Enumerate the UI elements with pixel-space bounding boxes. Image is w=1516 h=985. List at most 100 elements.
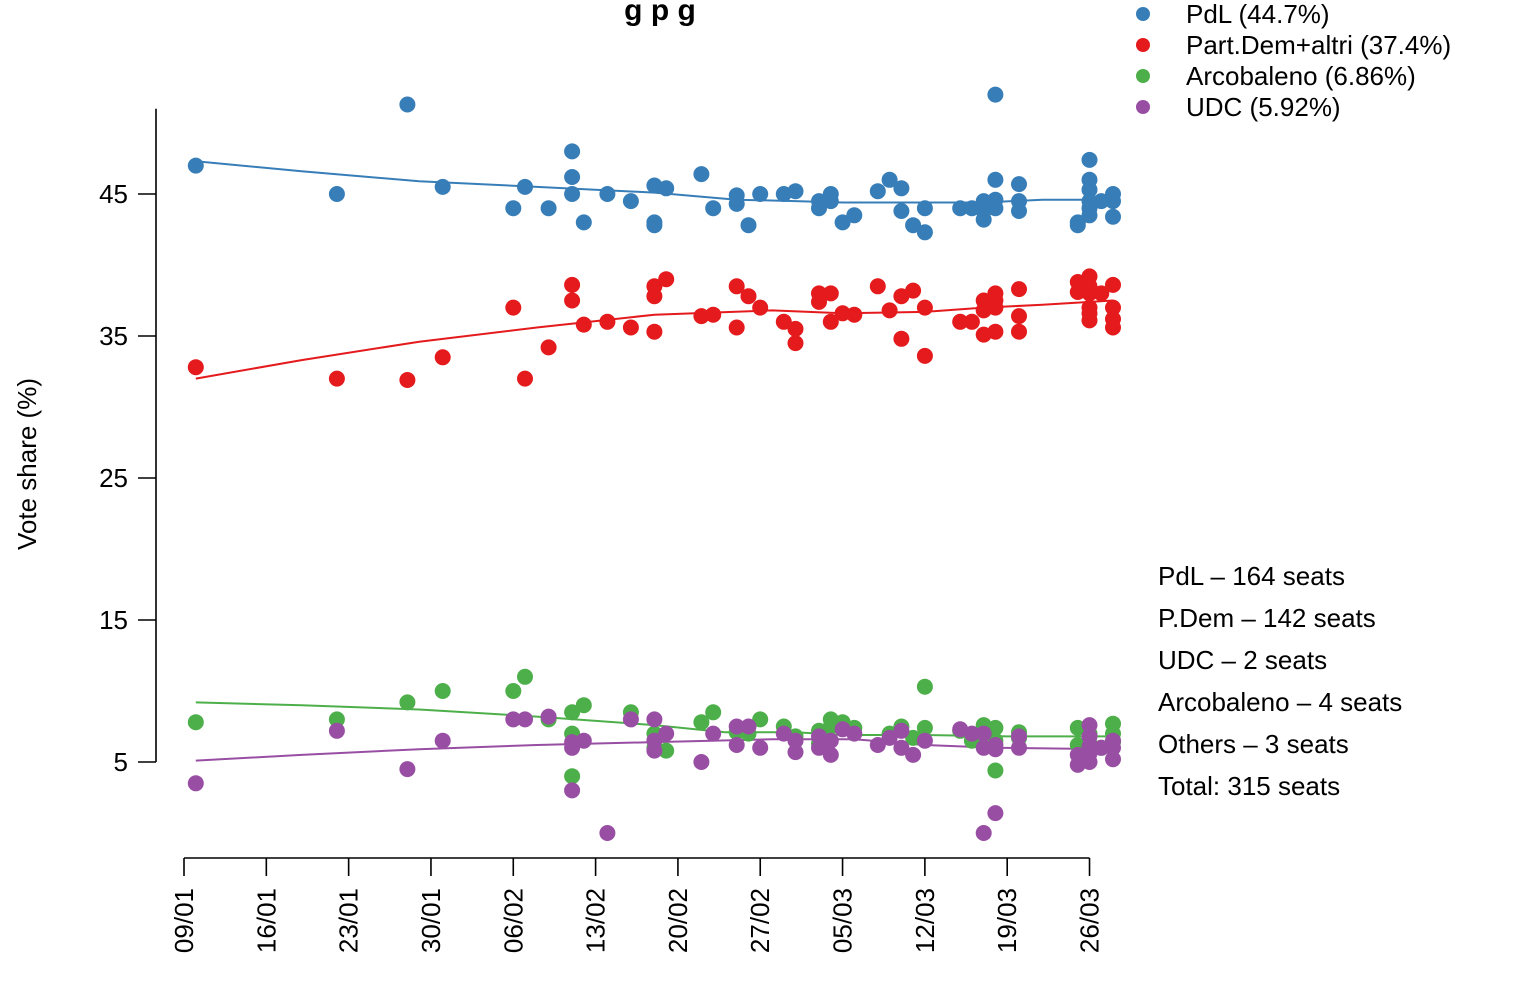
data-point [987,299,1004,316]
data-point [752,711,769,728]
data-point [740,217,757,234]
data-point [705,306,722,323]
x-tick-label: 23/01 [334,888,364,953]
data-point [434,683,451,699]
data-point [881,729,898,746]
data-point [575,697,592,714]
data-point [599,186,616,202]
data-point [1093,739,1110,756]
data-point [187,775,204,792]
seat-line: Total: 315 seats [1158,771,1340,801]
data-point [905,282,922,299]
data-point [399,96,416,113]
seat-line: UDC – 2 seats [1158,645,1327,675]
data-point [1011,728,1027,745]
data-point [822,732,839,749]
data-point [646,323,663,340]
data-point [505,200,522,217]
data-point [905,217,922,234]
data-point [905,746,922,763]
data-point [916,732,933,749]
data-point [517,668,533,685]
data-point [846,306,863,323]
y-axis: 5 15 25 35 45 [99,108,157,777]
data-point [893,180,910,197]
data-point [740,718,757,735]
legend-marker [1136,7,1150,21]
data-point [658,742,675,759]
data-point [869,737,886,753]
data-point [787,335,804,352]
data-point [893,739,910,756]
data-point [658,180,675,197]
data-point [1105,319,1121,336]
data-point [1105,208,1121,225]
data-point [434,732,451,749]
seat-line: P.Dem – 142 seats [1158,603,1376,633]
data-points [187,86,1121,841]
data-point [658,271,675,288]
seat-line: PdL – 164 seats [1158,561,1345,591]
legend-marker [1136,69,1150,83]
data-point [952,200,969,217]
data-point [975,292,992,309]
data-point [893,722,910,739]
data-point [575,316,592,333]
data-point [893,330,910,347]
data-point [1105,193,1121,210]
seat-summary: PdL – 164 seats P.Dem – 142 seats UDC – 2 … [1158,561,1402,801]
seat-line: Others – 3 seats [1158,729,1349,759]
x-tick-label: 27/02 [745,888,775,953]
x-tick-label: 06/02 [498,888,528,953]
x-tick-label: 13/02 [581,888,611,953]
data-point [916,299,933,316]
data-point [658,725,675,742]
data-point [869,278,886,295]
data-point [1105,299,1121,316]
data-point [728,319,745,336]
data-point [775,313,792,330]
data-point [328,186,345,202]
data-point [517,711,533,728]
data-point [622,193,639,210]
data-point [517,178,533,195]
data-point [752,186,769,202]
data-point [693,308,710,325]
data-point [987,323,1004,340]
legend: PdL (44.7%)Part.Dem+altri (37.4%)Arcobal… [1136,0,1451,122]
data-point [740,288,757,305]
data-point [564,186,581,202]
data-point [728,718,745,735]
data-point [1093,193,1110,210]
data-point [1105,739,1121,756]
data-point [916,200,933,217]
data-point [846,207,863,224]
data-point [787,732,804,749]
data-point [1081,151,1098,168]
legend-marker [1136,38,1150,52]
data-point [399,694,416,711]
data-point [564,704,581,721]
data-point [811,285,827,302]
data-point [952,313,969,330]
x-axis: 09/01 16/01 23/01 30/01 06/02 13/02 20/02 27/02… [169,857,1105,953]
data-point [564,734,581,751]
data-point [646,711,663,728]
data-point [399,372,416,388]
data-point [705,200,722,217]
data-point [328,370,345,387]
data-point [822,285,839,302]
data-point [540,200,557,217]
data-point [728,278,745,295]
data-point [822,313,839,330]
data-point [646,742,663,759]
data-point [963,313,980,330]
data-point [822,746,839,763]
data-point [752,739,769,756]
data-point [705,704,722,721]
data-point [987,805,1004,822]
data-point [787,744,804,761]
data-point [575,732,592,749]
data-point [564,782,581,799]
